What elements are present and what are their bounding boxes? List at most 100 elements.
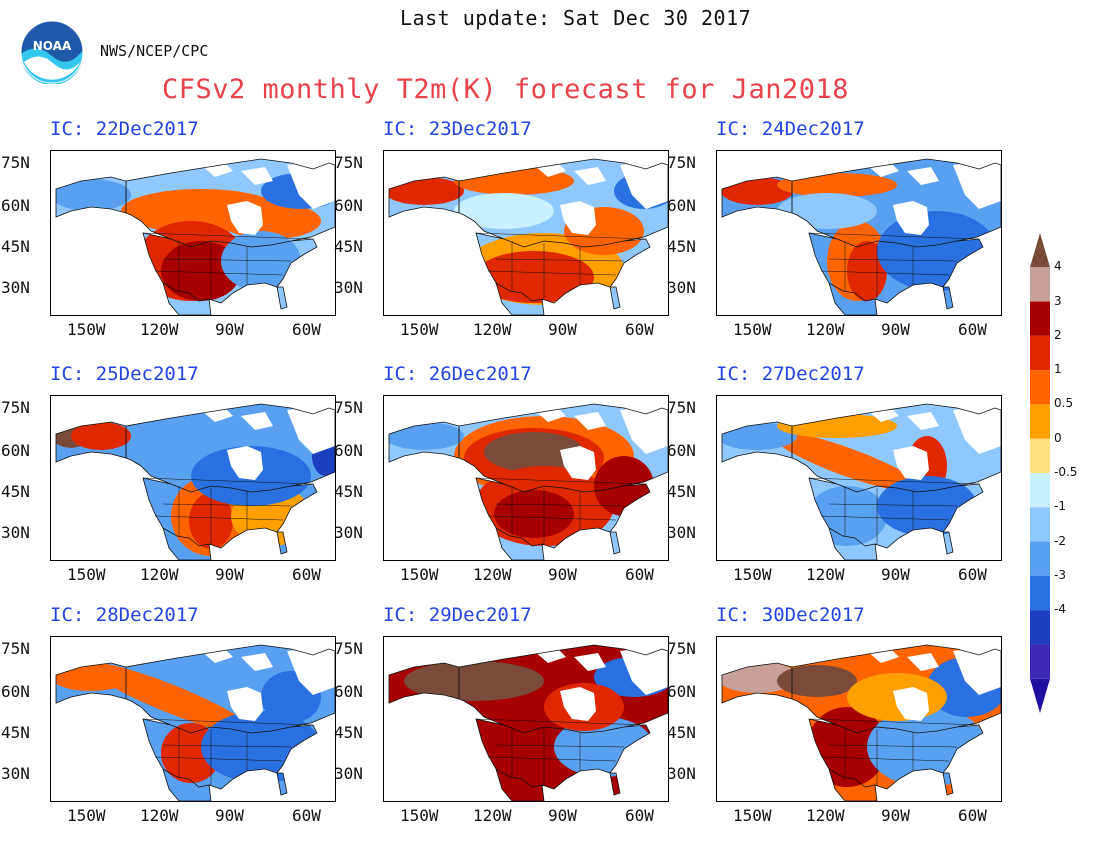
lon-tick-label: 150W xyxy=(67,565,106,584)
lat-tick-label: 45N xyxy=(334,723,363,742)
lat-tick-label: 60N xyxy=(1,441,30,460)
agency-label: NWS/NCEP/CPC xyxy=(100,42,209,60)
lat-tick-label: 75N xyxy=(1,639,30,658)
lat-tick-label: 75N xyxy=(334,153,363,172)
last-update-text: Last update: Sat Dec 30 2017 xyxy=(400,6,752,30)
lat-tick-label: 30N xyxy=(667,764,696,783)
forecast-map-panel xyxy=(716,636,1002,802)
colorbar-tick-label: 3 xyxy=(1054,293,1062,308)
lon-tick-label: 60W xyxy=(292,320,321,339)
lon-tick-label: 120W xyxy=(473,320,512,339)
lat-tick-label: 75N xyxy=(1,398,30,417)
lon-tick-label: 150W xyxy=(400,320,439,339)
forecast-map-panel xyxy=(50,395,336,561)
lat-tick-label: 45N xyxy=(667,237,696,256)
lon-tick-label: 120W xyxy=(806,806,845,825)
lon-tick-label: 90W xyxy=(215,320,244,339)
forecast-map-panel xyxy=(50,636,336,802)
panel-ic-label: IC: 29Dec2017 xyxy=(383,604,532,626)
colorbar-tick-label: 0.5 xyxy=(1054,396,1074,411)
lon-tick-label: 150W xyxy=(400,806,439,825)
forecast-map-panel xyxy=(716,150,1002,316)
lon-tick-label: 90W xyxy=(881,806,910,825)
panel-ic-label: IC: 23Dec2017 xyxy=(383,118,532,140)
colorbar-tick-label: -4 xyxy=(1054,602,1066,617)
colorbar-tick-label: -2 xyxy=(1054,533,1066,548)
lon-tick-label: 120W xyxy=(473,565,512,584)
forecast-map-panel xyxy=(383,636,669,802)
lat-tick-label: 45N xyxy=(667,482,696,501)
lon-tick-label: 90W xyxy=(215,565,244,584)
panel-ic-label: IC: 25Dec2017 xyxy=(50,363,199,385)
lat-tick-label: 60N xyxy=(1,196,30,215)
lat-tick-label: 75N xyxy=(334,398,363,417)
lat-tick-label: 75N xyxy=(334,639,363,658)
lat-tick-label: 60N xyxy=(334,196,363,215)
lon-tick-label: 60W xyxy=(292,806,321,825)
lon-tick-label: 90W xyxy=(881,565,910,584)
lat-tick-label: 45N xyxy=(667,723,696,742)
panel-ic-label: IC: 22Dec2017 xyxy=(50,118,199,140)
lon-tick-label: 150W xyxy=(733,565,772,584)
lat-tick-label: 60N xyxy=(667,682,696,701)
colorbar-tick-label: -3 xyxy=(1054,567,1066,582)
lon-tick-label: 120W xyxy=(140,320,179,339)
lon-tick-label: 120W xyxy=(140,806,179,825)
lon-tick-label: 120W xyxy=(806,565,845,584)
page-title: CFSv2 monthly T2m(K) forecast for Jan201… xyxy=(162,74,849,105)
lat-tick-label: 30N xyxy=(667,278,696,297)
lon-tick-label: 60W xyxy=(958,806,987,825)
colorbar-tick-label: 4 xyxy=(1054,259,1062,274)
lat-tick-label: 45N xyxy=(334,237,363,256)
lat-tick-label: 75N xyxy=(667,153,696,172)
lat-tick-label: 30N xyxy=(667,523,696,542)
colorbar-tick-label: 1 xyxy=(1054,362,1062,377)
colorbar-tick-label: 2 xyxy=(1054,327,1062,342)
lon-tick-label: 150W xyxy=(400,565,439,584)
lat-tick-label: 30N xyxy=(1,764,30,783)
lon-tick-label: 150W xyxy=(733,806,772,825)
lat-tick-label: 45N xyxy=(1,482,30,501)
lat-tick-label: 60N xyxy=(667,441,696,460)
lat-tick-label: 75N xyxy=(1,153,30,172)
forecast-map-panel xyxy=(383,395,669,561)
panel-ic-label: IC: 24Dec2017 xyxy=(716,118,865,140)
lat-tick-label: 30N xyxy=(334,523,363,542)
lat-tick-label: 60N xyxy=(667,196,696,215)
colorbar-tick-label: -1 xyxy=(1054,499,1066,514)
panel-ic-label: IC: 26Dec2017 xyxy=(383,363,532,385)
forecast-map-panel xyxy=(50,150,336,316)
lat-tick-label: 60N xyxy=(334,441,363,460)
panel-ic-label: IC: 27Dec2017 xyxy=(716,363,865,385)
panel-ic-label: IC: 30Dec2017 xyxy=(716,604,865,626)
lon-tick-label: 120W xyxy=(140,565,179,584)
lat-tick-label: 45N xyxy=(1,237,30,256)
lat-tick-label: 45N xyxy=(334,482,363,501)
panel-ic-label: IC: 28Dec2017 xyxy=(50,604,199,626)
forecast-map-panel xyxy=(716,395,1002,561)
lat-tick-label: 30N xyxy=(1,523,30,542)
color-legend: 4 3 2 1 0.5 0 -0.5 -1 -2 -3 -4 xyxy=(1030,233,1077,717)
lon-tick-label: 90W xyxy=(215,806,244,825)
colorbar-tick-label: -0.5 xyxy=(1054,465,1078,479)
lon-tick-label: 90W xyxy=(881,320,910,339)
lon-tick-label: 60W xyxy=(625,806,654,825)
svg-text:NOAA: NOAA xyxy=(33,39,72,53)
lat-tick-label: 30N xyxy=(1,278,30,297)
lat-tick-label: 75N xyxy=(667,398,696,417)
colorbar-svg xyxy=(1030,233,1050,713)
lon-tick-label: 60W xyxy=(958,320,987,339)
lat-tick-label: 60N xyxy=(1,682,30,701)
lat-tick-label: 30N xyxy=(334,278,363,297)
lon-tick-label: 60W xyxy=(625,320,654,339)
noaa-logo: NOAA xyxy=(20,20,84,85)
lon-tick-label: 150W xyxy=(67,320,106,339)
lon-tick-label: 60W xyxy=(292,565,321,584)
lat-tick-label: 60N xyxy=(334,682,363,701)
lon-tick-label: 120W xyxy=(806,320,845,339)
lon-tick-label: 150W xyxy=(67,806,106,825)
lon-tick-label: 120W xyxy=(473,806,512,825)
forecast-map-panel xyxy=(383,150,669,316)
lon-tick-label: 90W xyxy=(548,565,577,584)
lon-tick-label: 90W xyxy=(548,806,577,825)
